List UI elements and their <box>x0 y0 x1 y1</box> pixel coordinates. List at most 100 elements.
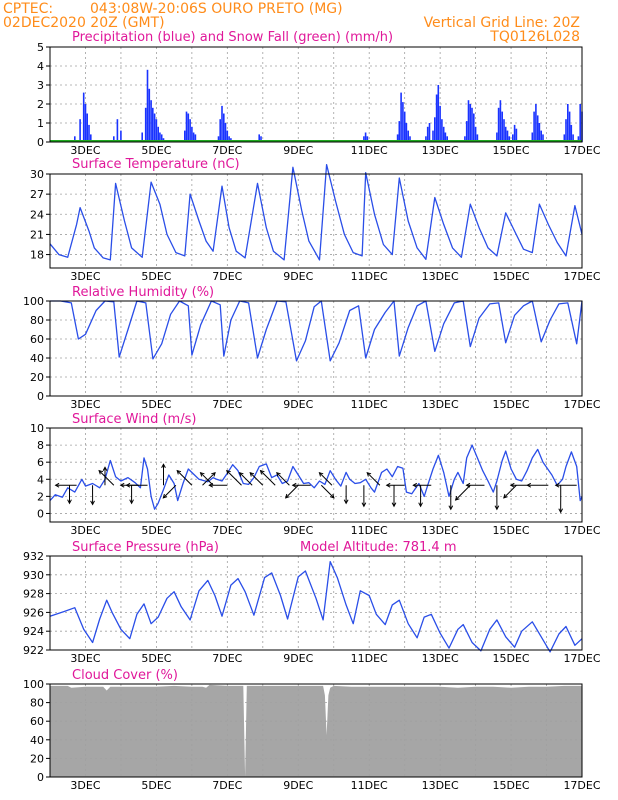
precip-bar <box>221 105 223 142</box>
y-tick-label: 60 <box>30 333 44 346</box>
wind-arrow <box>318 471 333 486</box>
panel-subtitle: Model Altitude: 781.4 m <box>300 540 457 555</box>
x-tick-label: 3DEC <box>70 779 100 792</box>
wind-arrow-head <box>67 499 72 505</box>
x-tick-label: 13DEC <box>422 398 459 411</box>
precip-bar <box>428 123 431 142</box>
x-tick-label: 3DEC <box>70 270 100 283</box>
precip-bar <box>400 92 402 142</box>
precip-bar <box>120 130 122 142</box>
wind-arrow-head <box>391 502 397 508</box>
precip-bar <box>90 134 92 142</box>
y-tick-label: 80 <box>30 314 44 327</box>
wind-arrow-head <box>318 471 324 477</box>
x-tick-label: 15DEC <box>493 398 530 411</box>
panel-frame <box>49 427 583 523</box>
x-tick-label: 17DEC <box>563 270 600 283</box>
wind-arrow <box>509 482 529 488</box>
y-tick-label: 100 <box>23 678 44 691</box>
y-tick-label: 922 <box>23 644 44 657</box>
wind-arrow-head <box>418 502 423 508</box>
precip-bar <box>189 119 191 142</box>
wind-arrow-shaft <box>366 472 381 486</box>
precip-bar <box>442 126 445 142</box>
header-grid-note: Vertical Grid Line: 20Z <box>424 15 580 31</box>
wind-arrow <box>238 471 253 486</box>
precip-bar <box>577 136 580 142</box>
precip-bar <box>567 104 569 142</box>
x-tick-label: 3DEC <box>70 144 100 157</box>
header-source: CPTEC: <box>3 1 53 17</box>
precip-bar <box>187 113 190 142</box>
precip-bar <box>160 134 163 142</box>
wind-arrow-shaft <box>202 472 216 486</box>
wind-arrow-head <box>526 482 532 488</box>
wind-arrow-shaft <box>162 484 177 499</box>
y-tick-label: 928 <box>23 588 44 601</box>
wind-arrow-shaft <box>239 472 253 486</box>
precip-bar <box>496 132 498 142</box>
x-tick-label: 11DEC <box>351 652 388 665</box>
y-tick-label: 3 <box>37 79 44 92</box>
precip-bar <box>473 113 475 142</box>
precip-bar <box>432 130 434 142</box>
x-tick-label: 15DEC <box>493 652 530 665</box>
precip-bar <box>504 126 507 142</box>
wind-arrow-head <box>343 499 349 505</box>
wind-arrow-head <box>554 482 560 488</box>
wind-arrow-head <box>284 493 290 499</box>
x-tick-label: 13DEC <box>422 652 459 665</box>
x-tick-label: 7DEC <box>212 144 242 157</box>
wind-arrow <box>448 485 454 511</box>
precip-bar <box>194 134 197 142</box>
wind-arrow-head <box>211 471 216 477</box>
y-tick-label: 60 <box>30 715 44 728</box>
x-tick-label: 9DEC <box>283 144 313 157</box>
y-tick-label: 27 <box>30 188 44 201</box>
x-tick-label: 17DEC <box>563 652 600 665</box>
wind-arrow <box>366 471 381 486</box>
panel-6: 0 20 40 60 80 100 3DEC 5DEC 7DEC 9DEC 11DEC 13DEC 15… <box>23 668 601 792</box>
panel-title: Surface Wind (m/s) <box>72 412 196 427</box>
wind-arrow-head <box>558 508 564 514</box>
y-tick-label: 8 <box>37 439 44 452</box>
precip-bar <box>86 113 88 142</box>
wind-arrow <box>208 482 228 488</box>
wind-arrow-head <box>176 469 182 475</box>
wind-arrow <box>554 482 577 488</box>
wind-arrow-head <box>276 471 281 477</box>
wind-arrow-head <box>161 463 166 469</box>
precip-bar <box>471 107 473 142</box>
precip-bar <box>465 121 468 142</box>
precip-bar <box>363 136 365 142</box>
panel-frame <box>49 683 583 778</box>
wind-arrow <box>494 485 500 511</box>
y-tick-label: 4 <box>37 60 44 73</box>
x-tick-label: 7DEC <box>212 779 242 792</box>
wind-arrow <box>67 485 72 505</box>
precip-bar <box>469 104 472 142</box>
wind-arrow <box>503 484 517 499</box>
precip-bar <box>113 136 115 142</box>
x-tick-label: 5DEC <box>141 652 171 665</box>
wind-arrow <box>90 485 95 506</box>
wind-arrow-head <box>249 471 255 477</box>
precip-bar <box>446 136 448 142</box>
precip-bar <box>512 134 514 142</box>
wind-arrow-head <box>102 466 108 472</box>
wind-arrow <box>98 469 115 486</box>
y-tick-label: 2 <box>37 98 44 111</box>
wind-arrow-shaft <box>176 470 193 486</box>
precip-bar <box>568 111 571 142</box>
precip-bar <box>74 136 76 142</box>
precip-bar <box>191 126 193 142</box>
header-code: TQ0126L028 <box>489 29 580 45</box>
x-tick-label: 17DEC <box>563 398 600 411</box>
wind-arrow <box>129 485 134 505</box>
precip-bar <box>464 136 466 142</box>
wind-arrow-head <box>509 482 515 488</box>
precip-bar <box>444 132 447 142</box>
precip-bar <box>538 123 541 142</box>
wind-arrow-head <box>90 500 95 506</box>
x-tick-label: 5DEC <box>141 398 171 411</box>
